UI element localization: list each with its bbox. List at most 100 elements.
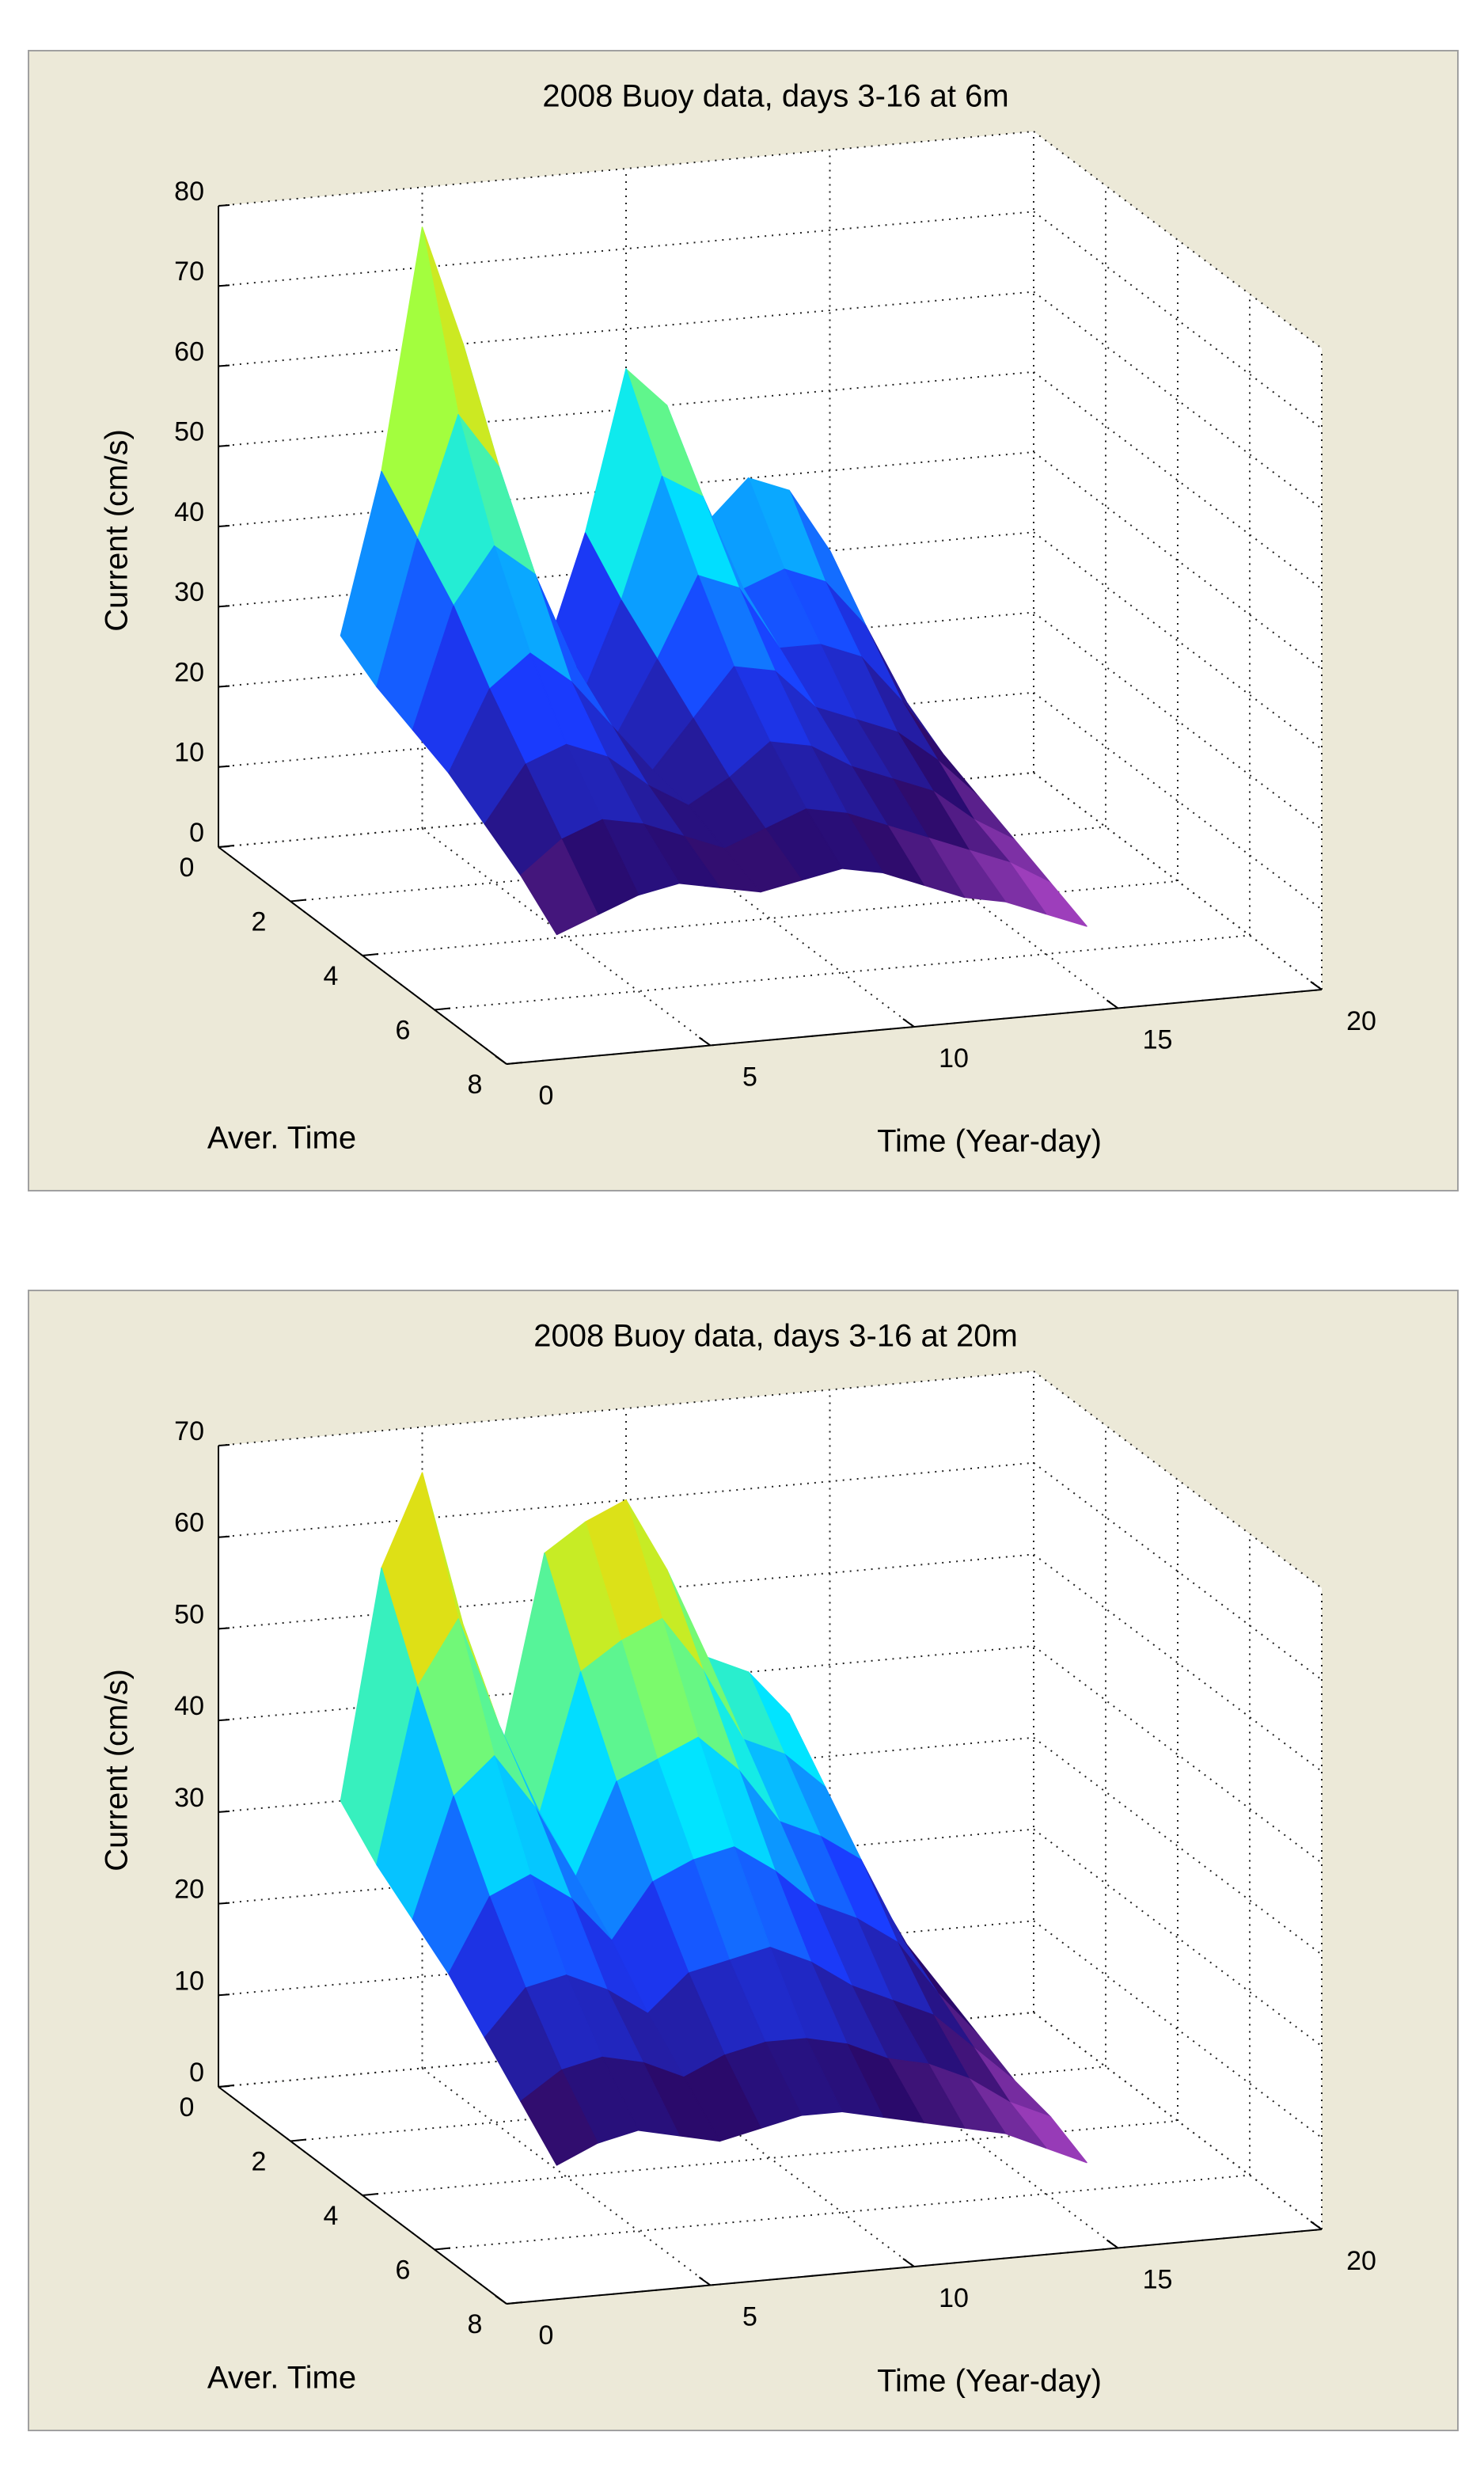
z-tick-label: 10 xyxy=(174,738,204,768)
z-tick-label: 50 xyxy=(174,1599,204,1629)
grid-line xyxy=(218,1828,1034,1905)
grid-line xyxy=(1033,131,1323,349)
x-tick-label: 0 xyxy=(539,1081,554,1111)
grid-line xyxy=(434,2174,1251,2251)
z-tick-label: 40 xyxy=(174,497,204,527)
grid-line xyxy=(1033,291,1323,510)
y-axis-label: Aver. Time xyxy=(207,2361,356,2396)
z-axis-label: Current (cm/s) xyxy=(100,429,135,632)
x-tick-label: 20 xyxy=(1346,1006,1376,1036)
z-tick-label: 20 xyxy=(174,1875,204,1905)
tick-mark xyxy=(290,899,307,903)
y-tick-label: 0 xyxy=(180,2092,195,2122)
tick-mark xyxy=(218,364,230,367)
axes-wall xyxy=(218,2012,1322,2304)
y-tick-label: 2 xyxy=(252,2146,267,2176)
tick-mark xyxy=(362,2193,379,2196)
tick-mark xyxy=(218,765,230,768)
x-axis-label: Time (Year-day) xyxy=(877,2364,1102,2399)
grid-line xyxy=(290,826,1106,903)
z-tick-label: 30 xyxy=(174,577,204,607)
grid-line xyxy=(829,2030,1119,2249)
tick-mark xyxy=(218,1444,230,1446)
tick-mark xyxy=(218,1993,230,1997)
tick-mark xyxy=(1106,2239,1119,2249)
x-axis xyxy=(506,2229,1323,2305)
z-tick-label: 0 xyxy=(189,2058,204,2088)
z-tick-label: 50 xyxy=(174,417,204,447)
tick-mark xyxy=(290,2138,307,2142)
tick-mark xyxy=(218,845,235,848)
y-tick-label: 4 xyxy=(324,2201,339,2231)
grid-line xyxy=(1033,2012,1323,2230)
x-tick-label: 10 xyxy=(939,1043,969,1074)
tick-mark xyxy=(1310,981,1323,990)
y-tick-label: 8 xyxy=(468,2309,483,2339)
chart-title: 2008 Buoy data, days 3-16 at 6m xyxy=(542,79,1008,114)
tick-mark xyxy=(434,1007,451,1011)
axes-wall xyxy=(218,773,1322,1064)
z-tick-label: 60 xyxy=(174,336,204,367)
grid-line xyxy=(218,1370,1034,1446)
grid-line xyxy=(1033,1737,1323,1955)
grid-line xyxy=(362,880,1178,956)
grid-line xyxy=(218,371,1034,447)
grid-line xyxy=(1033,1828,1323,2047)
y-tick-label: 2 xyxy=(252,906,267,937)
tick-mark xyxy=(218,685,230,688)
grid-line xyxy=(218,2012,1034,2088)
tick-mark xyxy=(698,2276,712,2286)
x-tick-label: 5 xyxy=(742,2301,757,2331)
grid-line xyxy=(218,211,1034,287)
grid-line xyxy=(290,2065,1106,2142)
surface-patch xyxy=(520,2069,598,2166)
z-tick-label: 40 xyxy=(174,1691,204,1721)
grid-line xyxy=(218,611,1034,688)
z-tick-label: 70 xyxy=(174,257,204,287)
tick-mark xyxy=(218,1902,230,1905)
x-tick-label: 20 xyxy=(1346,2246,1376,2276)
y-tick-label: 0 xyxy=(180,853,195,883)
z-tick-label: 20 xyxy=(174,657,204,687)
tick-mark xyxy=(218,284,230,287)
tick-mark xyxy=(902,1018,915,1028)
tick-mark xyxy=(698,1036,712,1047)
tick-mark xyxy=(1106,999,1119,1009)
x-tick-label: 10 xyxy=(939,2283,969,2313)
y-axis-label: Aver. Time xyxy=(207,1121,356,1156)
chart-title: 2008 Buoy data, days 3-16 at 20m xyxy=(533,1319,1018,1354)
grid-line xyxy=(1033,1461,1323,1681)
z-tick-label: 70 xyxy=(174,1416,204,1446)
y-axis xyxy=(218,846,507,1065)
y-tick-label: 8 xyxy=(468,1070,483,1100)
grid-line xyxy=(1033,611,1323,830)
z-tick-label: 10 xyxy=(174,1966,204,1996)
grid-line xyxy=(625,2049,915,2267)
grid-line xyxy=(218,291,1034,367)
grid-line xyxy=(1033,531,1323,751)
grid-line xyxy=(1033,1645,1323,1864)
grid-line xyxy=(829,790,1119,1009)
x-tick-label: 0 xyxy=(539,2320,554,2350)
y-tick-label: 6 xyxy=(396,2255,411,2285)
grid-line xyxy=(421,2067,712,2286)
grid-line xyxy=(218,691,1034,768)
x-tick-label: 15 xyxy=(1143,2264,1173,2294)
z-axis-label: Current (cm/s) xyxy=(100,1669,135,1872)
x-axis xyxy=(506,989,1323,1065)
tick-mark xyxy=(218,204,230,207)
tick-mark xyxy=(902,2258,915,2267)
tick-mark xyxy=(362,953,379,956)
y-axis xyxy=(218,2086,507,2305)
grid-line xyxy=(218,451,1034,527)
z-tick-label: 80 xyxy=(174,177,204,207)
x-axis-label: Time (Year-day) xyxy=(877,1124,1102,1159)
grid-line xyxy=(218,1461,1034,1538)
tick-mark xyxy=(434,2247,451,2251)
grid-line xyxy=(218,1553,1034,1630)
y-tick-label: 6 xyxy=(396,1015,411,1045)
tick-mark xyxy=(218,444,230,447)
grid-line xyxy=(1033,371,1323,590)
